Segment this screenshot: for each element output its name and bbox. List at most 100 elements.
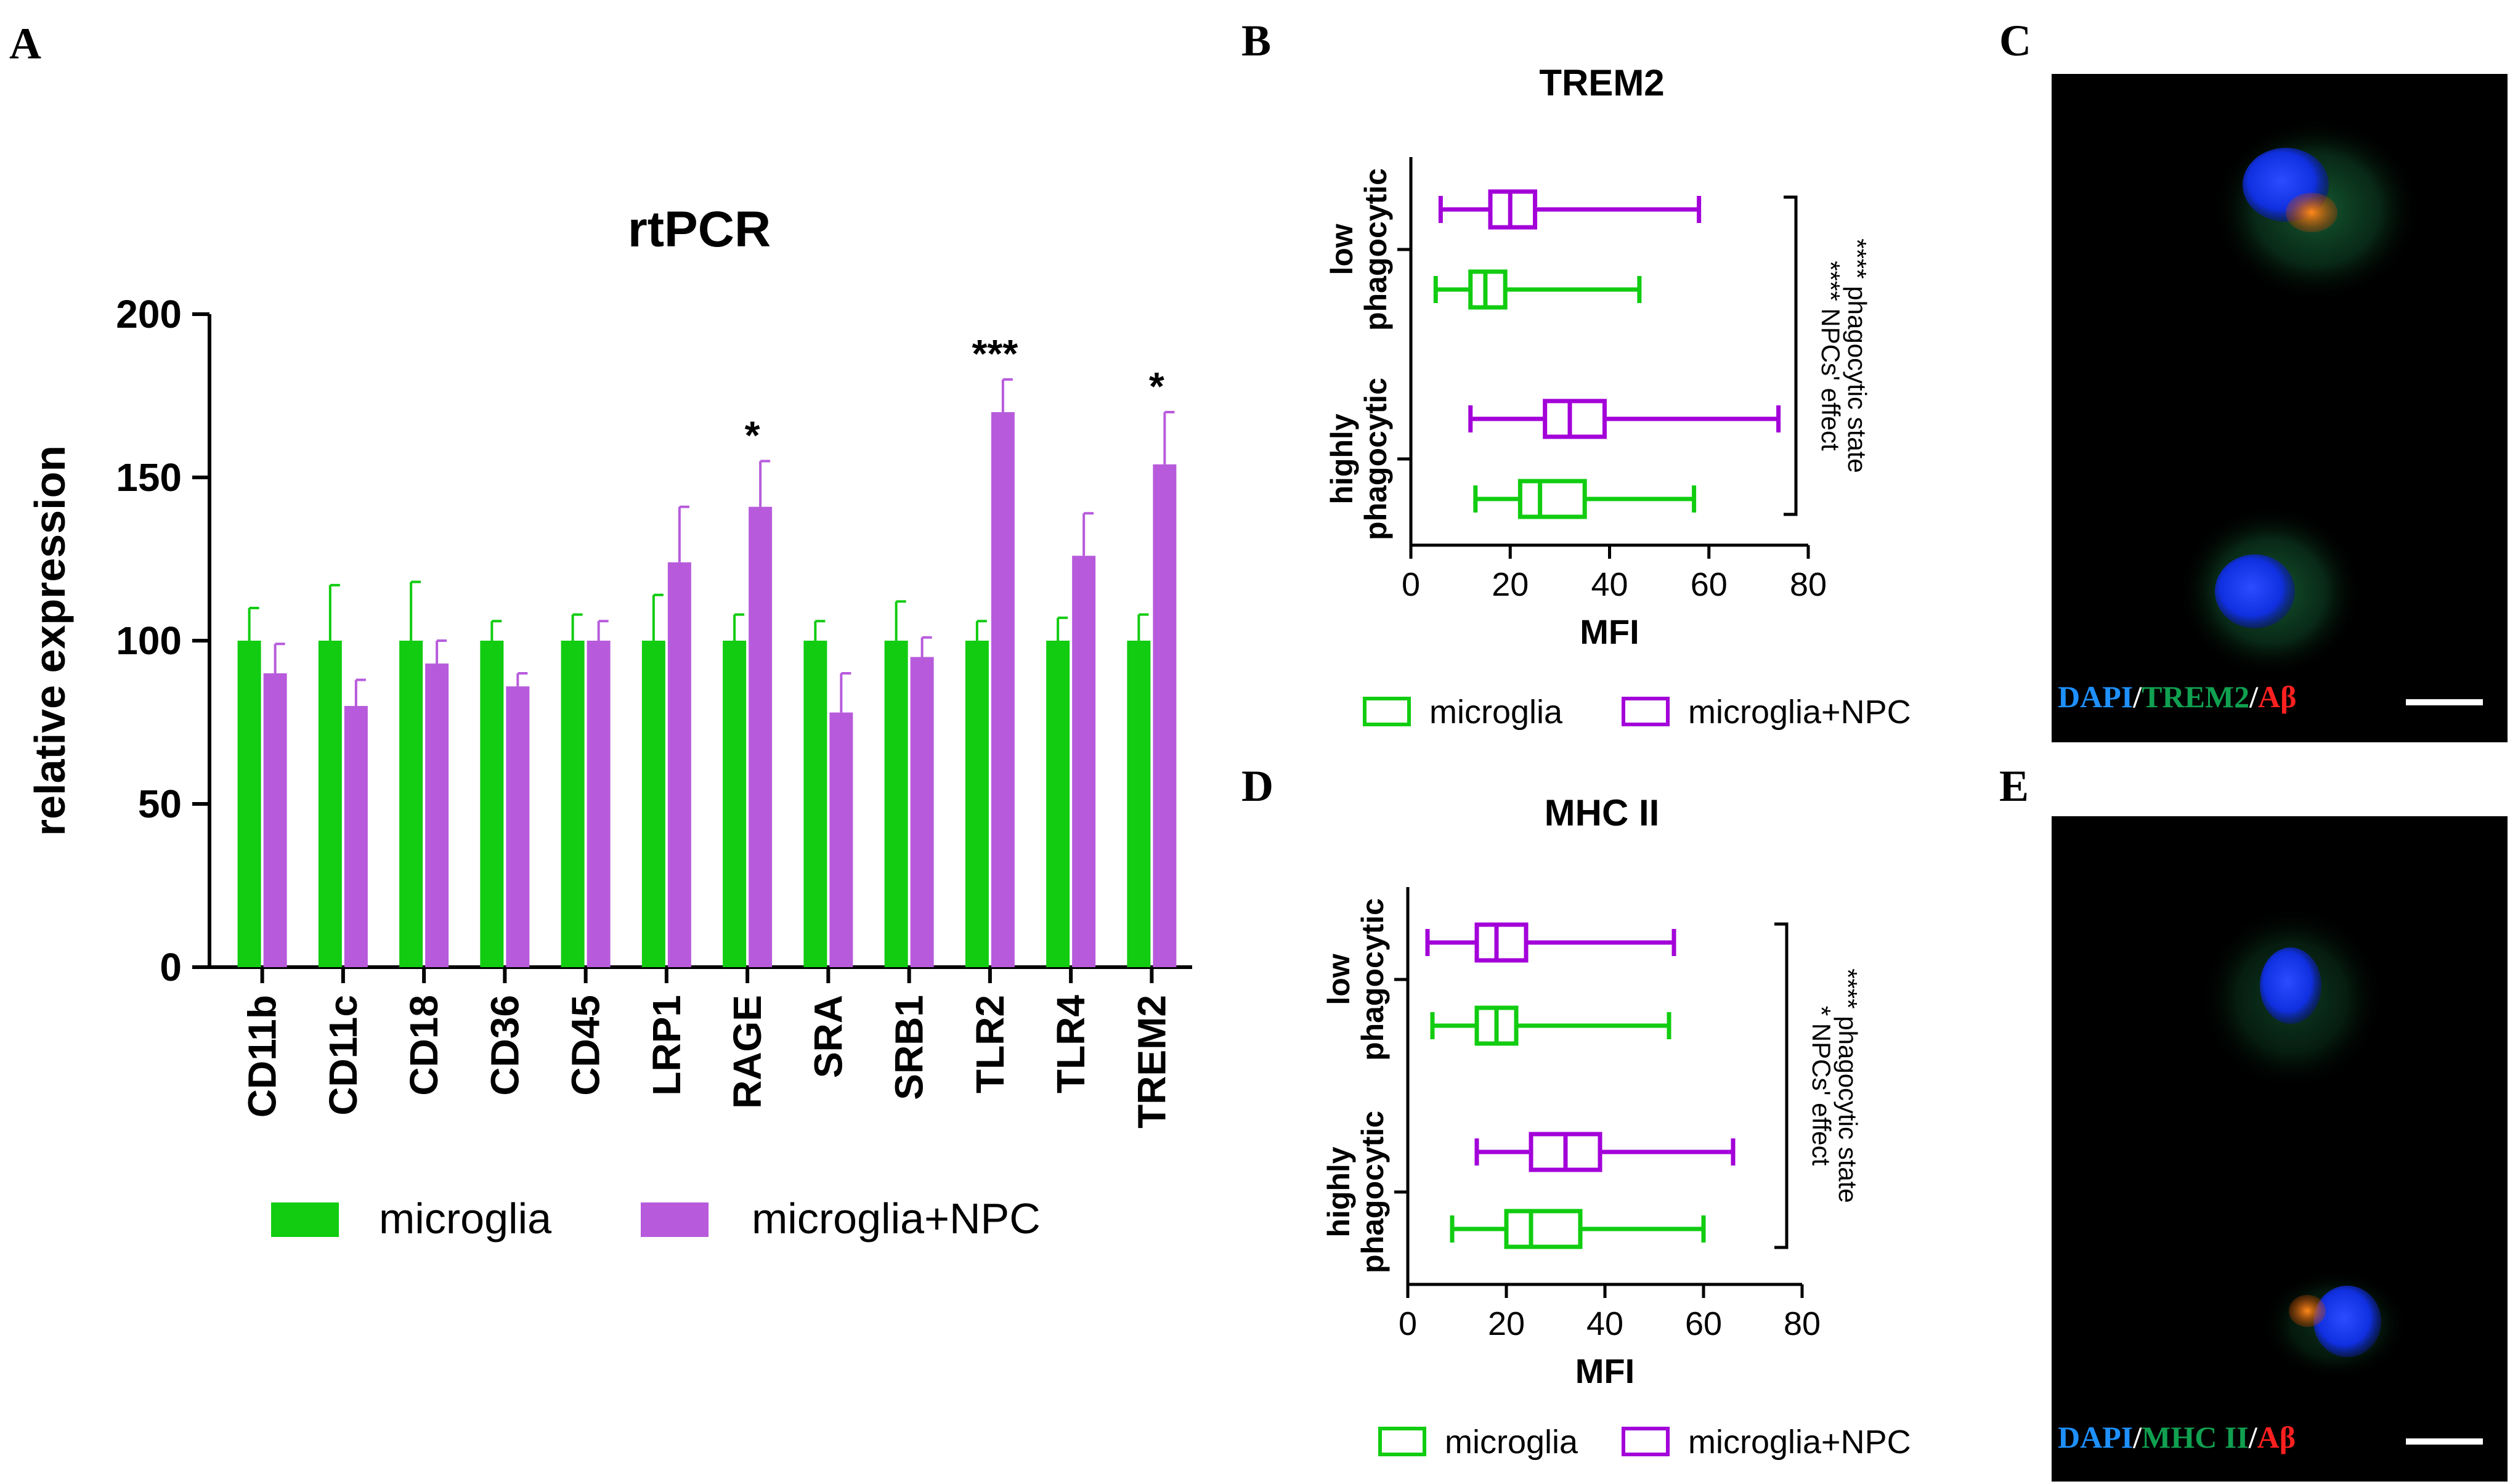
bar-microglia — [1046, 641, 1070, 967]
group-label: phagocytic — [1355, 1111, 1390, 1273]
bar-microglia-npc — [506, 686, 530, 967]
x-tick-label: 40 — [1591, 566, 1628, 603]
x-tick-label: 80 — [1790, 566, 1827, 603]
group-label: phagocytic — [1359, 168, 1393, 331]
scale-bar — [2406, 1438, 2483, 1445]
bar-microglia — [884, 641, 908, 967]
box-iqr — [1504, 1209, 1583, 1249]
significance-marker: *** — [972, 331, 1018, 376]
bar-microglia — [237, 641, 261, 967]
caption-marker: TREM2 — [2142, 679, 2249, 714]
x-tick-label: CD18 — [402, 995, 446, 1096]
caption-slash: / — [2248, 1420, 2258, 1454]
x-tick-label: 0 — [1402, 566, 1420, 603]
legend-swatch-microglia-npc — [1622, 1427, 1670, 1456]
chart-title: rtPCR — [628, 201, 771, 257]
significance-marker: * — [1149, 364, 1164, 408]
bar-microglia — [318, 641, 342, 967]
significance-bracket — [1774, 922, 1789, 1249]
caption-slash: / — [2249, 679, 2259, 714]
bar-microglia-npc — [910, 657, 934, 967]
x-tick-label: CD11c — [321, 995, 365, 1116]
x-tick-label: LRP1 — [644, 995, 689, 1096]
significance-marker: * — [745, 413, 760, 458]
y-tick-label: 0 — [160, 945, 182, 989]
legend-label-microglia-npc: microglia+NPC — [752, 1194, 1041, 1243]
legend-label-microglia: microglia — [379, 1194, 551, 1243]
x-tick-label: 80 — [1784, 1305, 1821, 1342]
x-axis-label: MFI — [1580, 612, 1639, 651]
group-label: highly — [1322, 1146, 1356, 1237]
x-tick-label: CD36 — [482, 995, 527, 1096]
bar-microglia-npc — [425, 663, 449, 967]
legend-swatch-microglia — [271, 1202, 339, 1237]
y-tick-label: 100 — [116, 618, 182, 663]
caption-dapi: DAPI — [2058, 1420, 2133, 1454]
legend-label-microglia-npc: microglia+NPC — [1688, 694, 1911, 731]
x-axis-label: MFI — [1575, 1352, 1635, 1390]
x-tick-label: SRA — [806, 995, 850, 1078]
x-tick-label: 0 — [1399, 1305, 1417, 1342]
bar-microglia — [1127, 641, 1151, 967]
bar-microglia — [965, 641, 989, 967]
legend-swatch-microglia-npc — [641, 1202, 709, 1237]
x-tick-label: 60 — [1685, 1305, 1722, 1342]
panel-letter-e: E — [1999, 761, 2029, 811]
bar-microglia — [641, 641, 665, 967]
scale-bar — [2406, 699, 2483, 705]
group-label: low — [1325, 224, 1359, 275]
x-tick-label: TREM2 — [1129, 995, 1174, 1129]
bar-microglia-npc — [667, 562, 691, 967]
legend-label-microglia: microglia — [1445, 1424, 1578, 1461]
bar-microglia — [480, 641, 504, 967]
box-iqr — [1517, 479, 1587, 519]
bar-microglia-npc — [587, 641, 611, 967]
bar-microglia — [803, 641, 827, 967]
caption-slash: / — [2132, 679, 2142, 714]
x-tick-label: TLR4 — [1049, 995, 1093, 1093]
bar-chart-rtpcr: rtPCR relative expression 0 50 100 150 200 CD11… — [26, 201, 1192, 1243]
panel-letter-a: A — [9, 19, 41, 68]
legend-swatch-microglia — [1378, 1427, 1426, 1456]
legend-label-microglia-npc: microglia+NPC — [1688, 1424, 1911, 1461]
box-iqr — [1468, 269, 1508, 310]
caption-slash: / — [2132, 1420, 2142, 1454]
bar-microglia-npc — [1153, 464, 1177, 967]
stain-caption: DAPI/MHC II/Aβ — [2058, 1420, 2296, 1454]
bar-microglia-npc — [344, 706, 368, 967]
y-tick-label: 200 — [116, 292, 182, 336]
group-label: highly — [1325, 413, 1359, 504]
y-tick-label: 50 — [138, 782, 182, 826]
significance-bracket — [1784, 195, 1798, 516]
x-tick-label: CD11b — [240, 995, 285, 1117]
bar-microglia-npc — [829, 712, 853, 967]
bar-microglia — [399, 641, 423, 967]
box-iqr — [1543, 399, 1607, 439]
x-tick-label: CD45 — [564, 995, 608, 1096]
nucleus — [2260, 947, 2321, 1024]
x-tick-label: 20 — [1492, 566, 1529, 603]
caption-abeta: Aβ — [2258, 679, 2296, 714]
stat-phagocytic-state: **** phagocytic state — [1843, 238, 1872, 473]
panel-letter-b: B — [1241, 16, 1271, 65]
group-label: phagocytic — [1355, 898, 1390, 1061]
legend-label-microglia: microglia — [1429, 694, 1563, 731]
micrograph-mhc2: DAPI/MHC II/Aβ — [2052, 816, 2508, 1482]
bar-microglia — [561, 641, 585, 967]
x-tick-label: 60 — [1691, 566, 1728, 603]
group-label: low — [1322, 954, 1356, 1005]
chart-title: MHC II — [1545, 792, 1660, 833]
abeta-aggregate — [2289, 1295, 2326, 1327]
x-tick-label: 40 — [1586, 1305, 1623, 1342]
bar-microglia — [723, 641, 747, 967]
legend-swatch-microglia — [1363, 697, 1411, 726]
bar-microglia-npc — [749, 506, 773, 967]
bar-microglia-npc — [991, 412, 1015, 967]
y-axis-label: relative expression — [26, 445, 74, 836]
group-label: phagocytic — [1359, 378, 1393, 540]
bar-microglia-npc — [263, 673, 287, 967]
caption-abeta: Aβ — [2257, 1420, 2296, 1454]
stat-phagocytic-state: **** phagocytic state — [1834, 968, 1862, 1203]
stat-npc-effect: **** NPCs' effect — [1816, 261, 1845, 451]
